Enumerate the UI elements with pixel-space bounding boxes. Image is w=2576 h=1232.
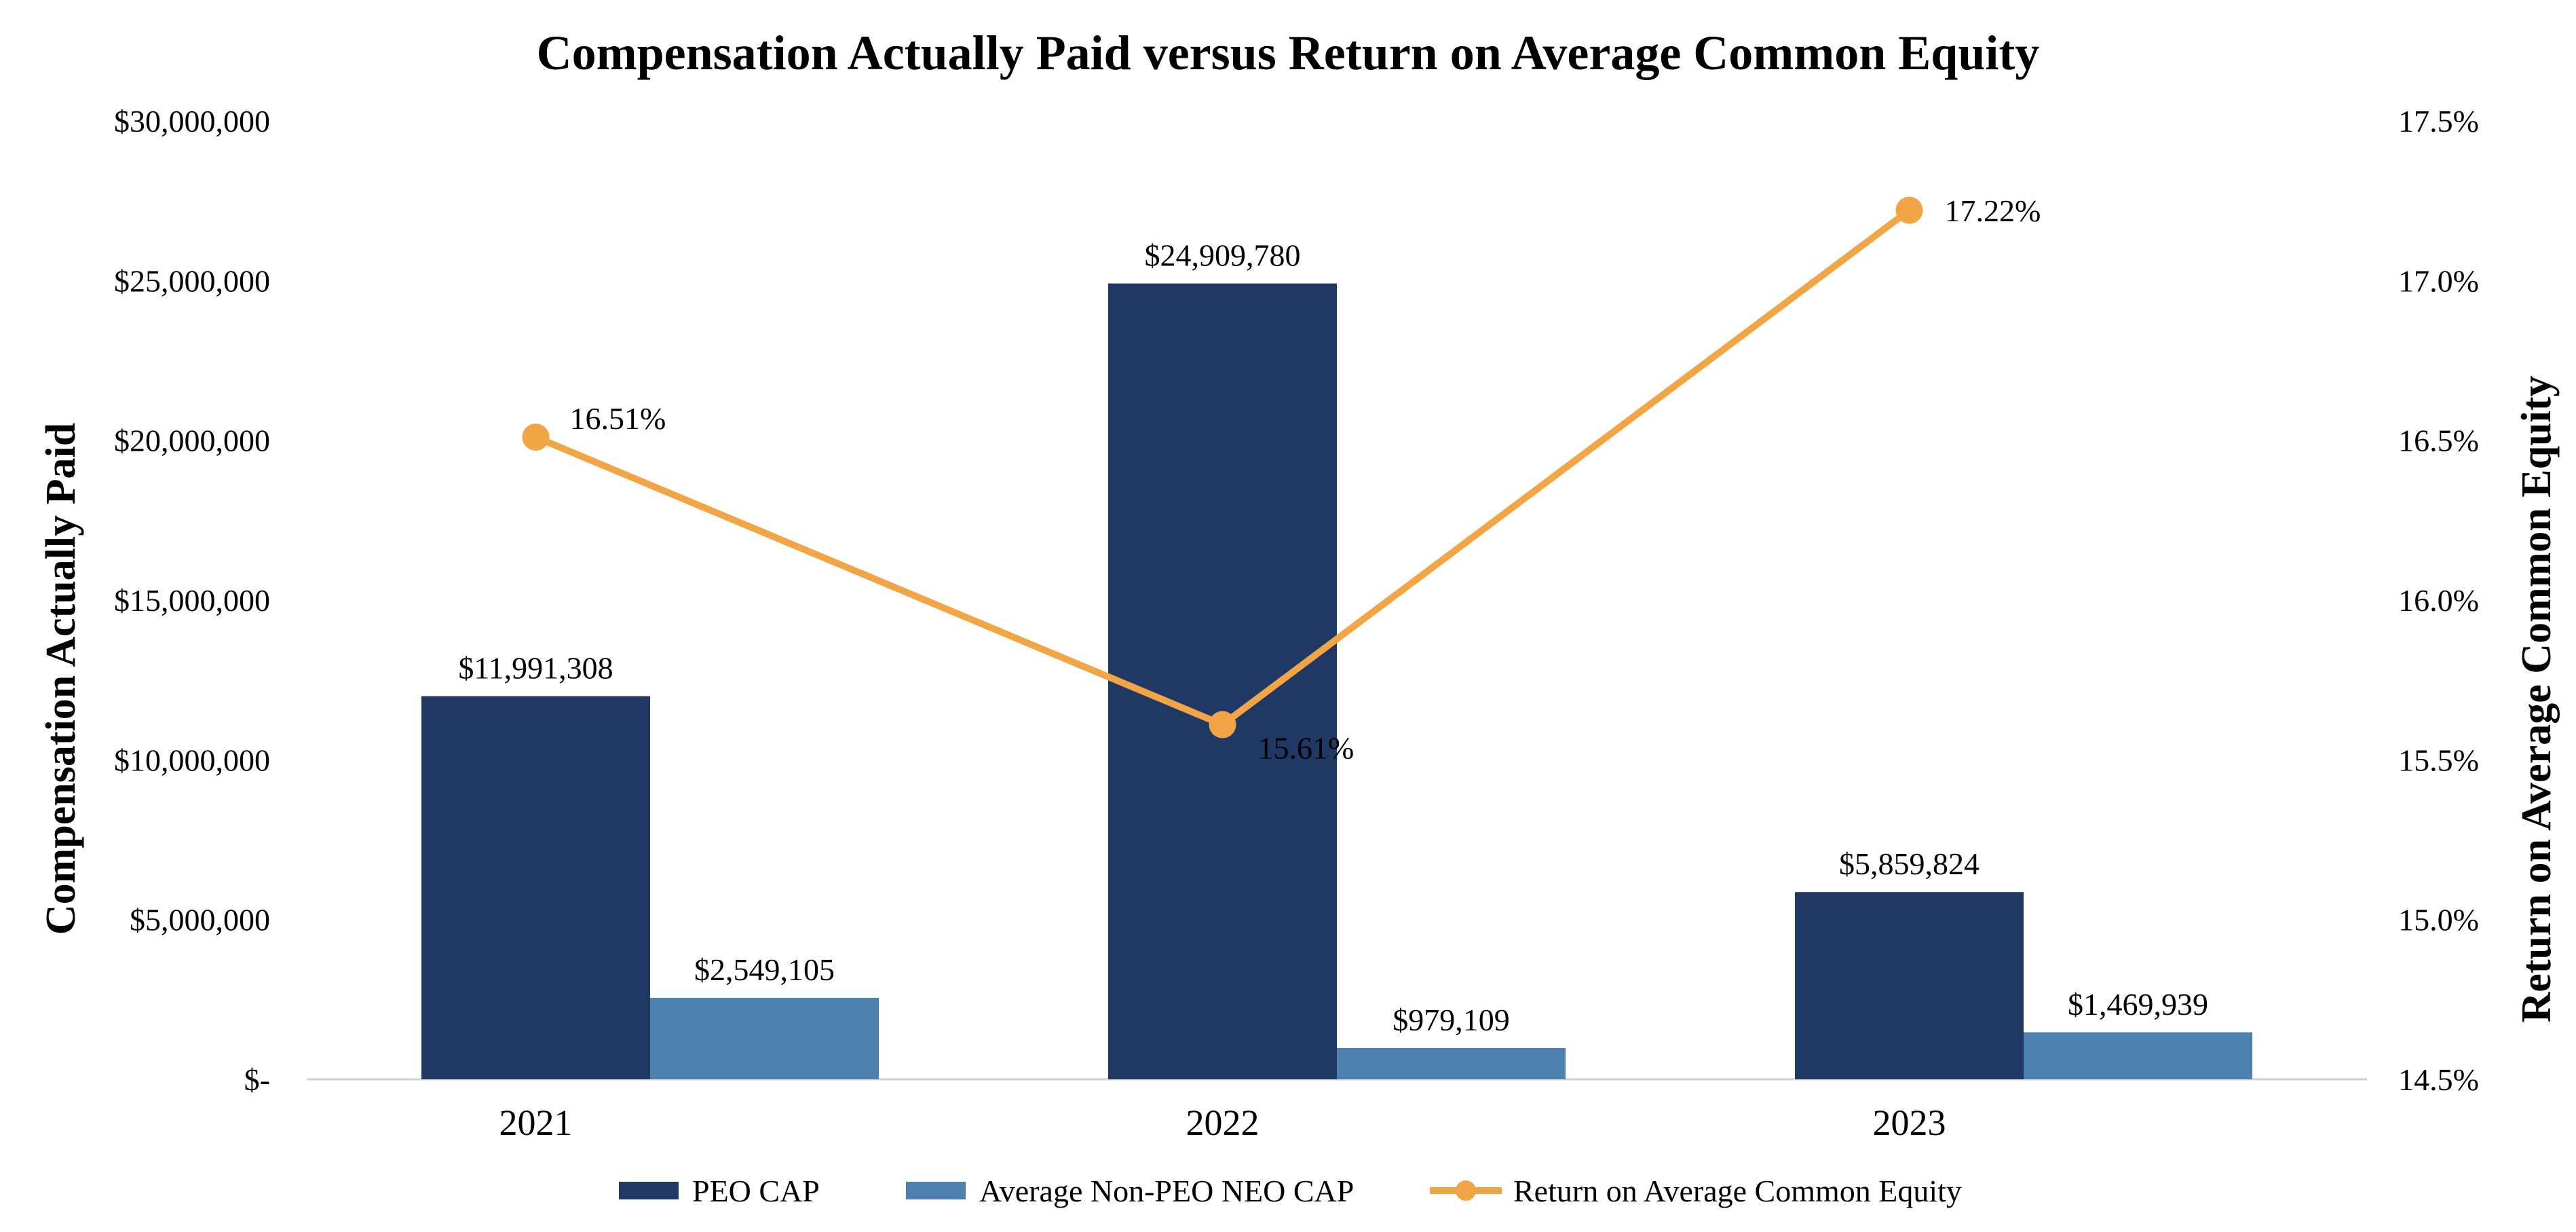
y-axis-ticks: $- $5,000,000 $10,000,000 $15,000,000 $20,00… [114, 104, 270, 1097]
bar-data-labels: $11,991,308 $2,549,105 $24,909,780 $979,109… [458, 238, 2208, 1037]
y-tick-label: $20,000,000 [114, 424, 270, 458]
bar-peo-cap-2022 [1108, 283, 1337, 1079]
roe-marker-2022 [1209, 711, 1236, 739]
bar-data-label: $5,859,824 [1839, 846, 1980, 881]
legend: PEO CAP Average Non-PEO NEO CAP Return on … [619, 1174, 1962, 1208]
x-tick-label: 2023 [1873, 1102, 1946, 1143]
y-tick-label: $25,000,000 [114, 263, 270, 298]
bar-data-label: $979,109 [1393, 1003, 1510, 1037]
roe-data-label: 17.22% [1945, 193, 2041, 228]
y-tick-label: $30,000,000 [114, 104, 270, 138]
bar-data-label: $2,549,105 [694, 952, 835, 987]
y2-tick-label: 17.0% [2398, 263, 2479, 298]
legend-label-peo-cap: PEO CAP [692, 1174, 820, 1208]
legend-label-non-peo-neo-cap: Average Non-PEO NEO CAP [979, 1174, 1354, 1208]
x-tick-label: 2021 [499, 1102, 573, 1143]
legend-swatch-non-peo-neo-cap [906, 1182, 966, 1199]
y2-axis-title: Return on Average Common Equity [2514, 376, 2560, 1023]
bars [421, 283, 2252, 1079]
y-tick-label: $15,000,000 [114, 583, 270, 618]
bar-non-peo-neo-cap-2021 [650, 998, 879, 1079]
legend-swatch-roe-marker [1456, 1180, 1476, 1201]
y-tick-label: $- [244, 1062, 270, 1097]
roe-line-series: 16.51% 15.61% 17.22% [522, 193, 2041, 766]
y2-tick-label: 17.5% [2398, 104, 2479, 138]
roe-data-label: 16.51% [570, 401, 666, 436]
y2-tick-label: 15.0% [2398, 903, 2479, 937]
y2-tick-label: 14.5% [2398, 1062, 2479, 1097]
bar-peo-cap-2023 [1795, 892, 2024, 1079]
y2-tick-label: 16.0% [2398, 583, 2479, 618]
bar-data-label: $1,469,939 [2068, 987, 2208, 1022]
y-axis-title: Compensation Actually Paid [38, 423, 84, 935]
x-axis-ticks: 2021 2022 2023 [499, 1102, 1946, 1143]
y2-tick-label: 15.5% [2398, 743, 2479, 777]
chart-title: Compensation Actually Paid versus Return… [537, 26, 2040, 80]
roe-marker-2021 [522, 423, 550, 451]
bar-data-label: $11,991,308 [458, 651, 613, 686]
bar-peo-cap-2021 [421, 696, 650, 1079]
roe-marker-2023 [1895, 196, 1923, 224]
bar-data-label: $24,909,780 [1145, 238, 1301, 273]
legend-label-roe: Return on Average Common Equity [1513, 1174, 1962, 1208]
legend-swatch-peo-cap [619, 1182, 679, 1199]
bar-non-peo-neo-cap-2023 [2024, 1032, 2252, 1079]
roe-data-label: 15.61% [1258, 731, 1355, 766]
bar-non-peo-neo-cap-2022 [1337, 1047, 1566, 1079]
y-tick-label: $5,000,000 [130, 903, 270, 937]
x-tick-label: 2022 [1186, 1102, 1259, 1143]
y2-tick-label: 16.5% [2398, 424, 2479, 458]
y-tick-label: $10,000,000 [114, 743, 270, 777]
y2-axis-ticks: 14.5% 15.0% 15.5% 16.0% 16.5% 17.0% 17.5% [2398, 104, 2479, 1097]
